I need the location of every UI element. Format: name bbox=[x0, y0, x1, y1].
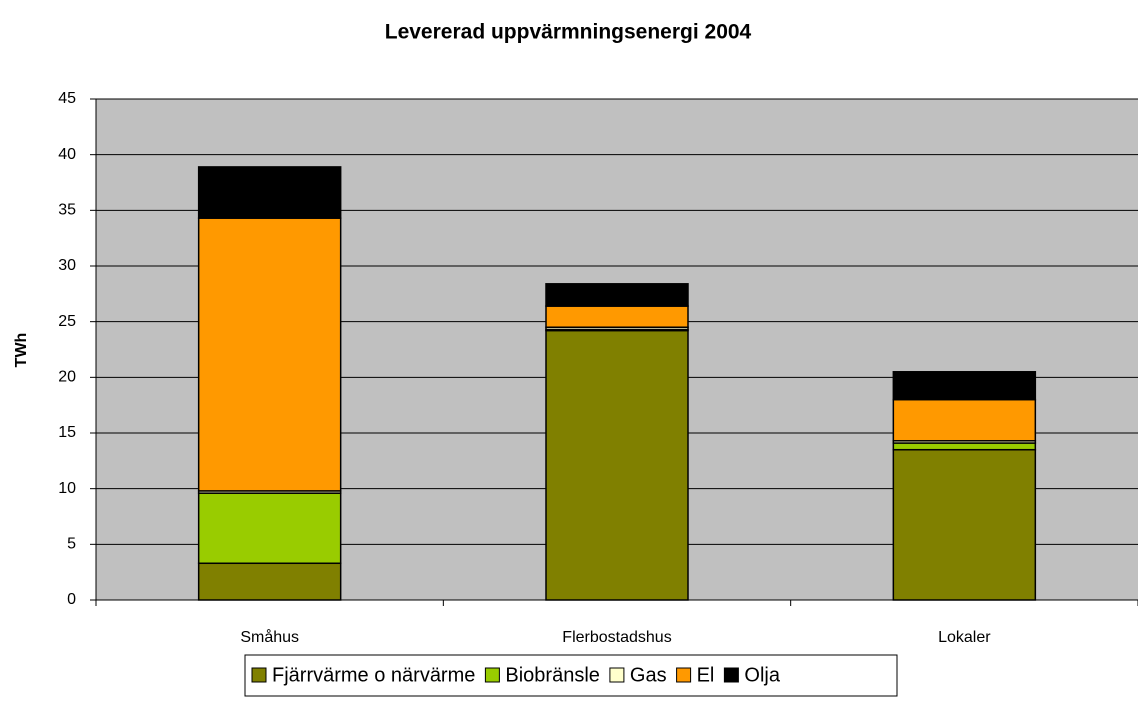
legend-label: Fjärrvärme o närvärme bbox=[272, 664, 475, 686]
bar-segment bbox=[545, 329, 689, 601]
legend-swatch bbox=[251, 667, 267, 683]
bar-segment bbox=[892, 371, 1037, 401]
bar-segment bbox=[197, 166, 342, 219]
legend-swatch bbox=[676, 667, 692, 683]
y-axis-label: TWh bbox=[13, 333, 30, 368]
legend-swatch bbox=[609, 667, 625, 683]
y-tick-label: 25 bbox=[58, 313, 76, 330]
y-tick-label: 30 bbox=[58, 257, 76, 274]
chart-title: Levererad uppvärmningsenergi 2004 bbox=[385, 21, 752, 44]
x-tick-label: Lokaler bbox=[938, 629, 991, 646]
y-tick-label: 15 bbox=[58, 424, 76, 441]
y-tick-label: 5 bbox=[67, 536, 76, 553]
legend-box bbox=[244, 654, 898, 697]
legend-label: El bbox=[697, 664, 715, 686]
bar-segment bbox=[892, 448, 1037, 601]
bar-segment bbox=[892, 398, 1037, 442]
y-tick-label: 45 bbox=[58, 90, 76, 107]
bar-segment bbox=[892, 442, 1037, 451]
y-tick-label: 40 bbox=[58, 146, 76, 163]
legend-swatch bbox=[723, 667, 739, 683]
bar-segment bbox=[545, 283, 689, 307]
bar-segment bbox=[197, 562, 342, 601]
bar-segment bbox=[197, 217, 342, 492]
y-tick-label: 20 bbox=[58, 369, 76, 386]
legend-label: Biobränsle bbox=[505, 664, 600, 686]
x-tick-label: Småhus bbox=[240, 628, 299, 646]
legend-swatch bbox=[484, 667, 500, 683]
y-tick-label: 35 bbox=[58, 202, 76, 219]
x-tick-label: Flerbostadshus bbox=[562, 629, 671, 646]
legend-label: Gas bbox=[630, 664, 667, 686]
legend-label: Olja bbox=[744, 664, 780, 686]
y-tick-label: 10 bbox=[58, 480, 76, 497]
bar-segment bbox=[545, 305, 689, 328]
bar-segment bbox=[197, 492, 342, 565]
y-tick-label: 0 bbox=[67, 591, 76, 608]
